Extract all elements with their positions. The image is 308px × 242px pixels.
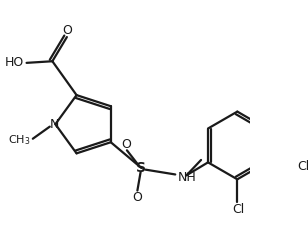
Text: O: O: [132, 190, 142, 204]
Text: CH$_3$: CH$_3$: [8, 133, 30, 147]
Text: Cl: Cl: [297, 160, 308, 173]
Text: O: O: [121, 138, 131, 151]
Text: NH: NH: [178, 171, 197, 184]
Text: N: N: [50, 118, 59, 131]
Text: O: O: [63, 24, 73, 37]
Text: S: S: [136, 161, 146, 175]
Text: HO: HO: [5, 56, 24, 69]
Text: Cl: Cl: [232, 204, 244, 216]
